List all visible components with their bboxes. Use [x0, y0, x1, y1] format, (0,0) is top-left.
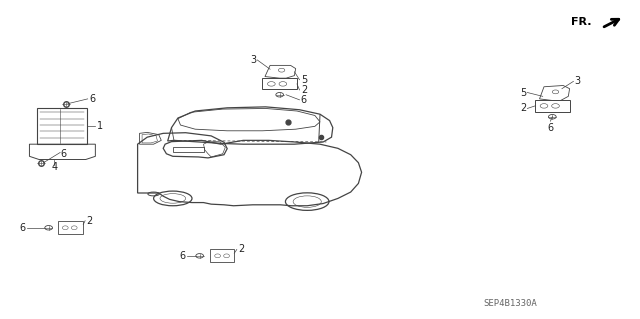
Text: 3: 3	[250, 55, 256, 65]
Text: 5: 5	[520, 87, 526, 98]
Text: 4: 4	[51, 161, 58, 172]
Text: 2: 2	[238, 244, 244, 255]
Text: 6: 6	[301, 95, 307, 106]
Text: 2: 2	[520, 103, 526, 114]
Text: 6: 6	[547, 123, 554, 133]
Text: FR.: FR.	[572, 17, 592, 27]
Text: 6: 6	[19, 223, 26, 233]
Text: 1: 1	[97, 121, 104, 131]
Text: 6: 6	[90, 94, 96, 104]
Text: 2: 2	[86, 216, 93, 226]
Text: 6: 6	[61, 149, 67, 159]
Text: SEP4B1330A: SEP4B1330A	[483, 299, 537, 308]
Text: 5: 5	[301, 75, 307, 85]
Text: 3: 3	[575, 76, 581, 86]
Text: 6: 6	[179, 251, 186, 261]
Text: 2: 2	[301, 85, 307, 95]
